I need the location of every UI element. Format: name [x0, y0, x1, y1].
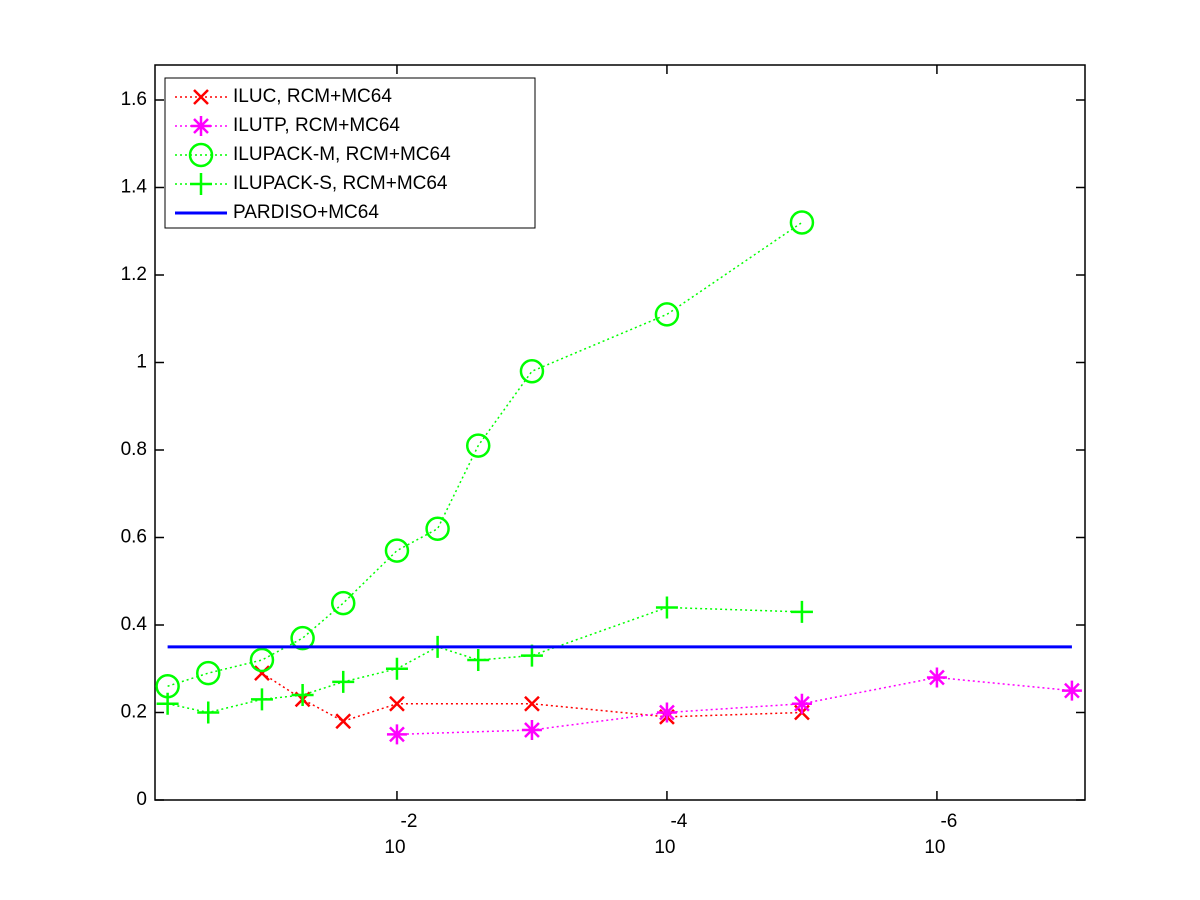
legend-label: PARDISO+MC64 — [233, 202, 379, 223]
y-tick-label: 0 — [136, 789, 147, 810]
marker — [656, 702, 677, 723]
marker — [655, 596, 678, 619]
y-tick-label: 0.2 — [121, 702, 147, 723]
x-tick-label: 10 — [924, 837, 945, 858]
marker — [193, 89, 209, 105]
marker — [191, 116, 211, 136]
marker — [790, 600, 813, 623]
marker — [249, 647, 275, 673]
marker — [1061, 680, 1082, 701]
marker — [197, 701, 220, 724]
marker — [791, 693, 812, 714]
marker — [519, 359, 545, 384]
y-tick-label: 1 — [136, 352, 147, 373]
y-tick-label: 0.4 — [121, 614, 148, 635]
marker — [188, 142, 214, 168]
marker — [190, 173, 212, 195]
marker — [654, 302, 680, 327]
marker — [521, 720, 542, 740]
marker — [291, 684, 314, 706]
marker — [250, 688, 273, 711]
y-tick-label: 1.6 — [121, 89, 147, 110]
marker — [332, 670, 355, 693]
marker — [195, 660, 221, 686]
y-tick-label: 1.4 — [121, 177, 148, 198]
marker — [254, 665, 270, 682]
marker — [524, 695, 540, 712]
marker — [385, 657, 408, 680]
marker — [156, 692, 179, 715]
legend-label: ILUTP, RCM+MC64 — [233, 115, 400, 136]
marker — [467, 649, 490, 671]
marker — [465, 433, 491, 458]
marker — [330, 590, 356, 616]
marker — [384, 538, 410, 563]
series-line — [396, 676, 1072, 736]
y-tick-label: 0.6 — [121, 527, 147, 548]
x-tick-exponent: -2 — [401, 811, 418, 832]
legend-label: ILUPACK-S, RCM+MC64 — [233, 173, 448, 194]
y-tick-label: 1.2 — [121, 264, 147, 285]
marker — [926, 667, 947, 688]
marker — [290, 625, 315, 651]
y-tick-label: 0.8 — [121, 439, 147, 460]
x-tick-exponent: -6 — [940, 811, 957, 832]
marker — [789, 210, 815, 235]
marker — [386, 724, 407, 745]
legend-label: ILUC, RCM+MC64 — [233, 86, 392, 107]
legend-label: ILUPACK-M, RCM+MC64 — [233, 144, 451, 165]
marker — [425, 516, 450, 541]
x-tick-label: 10 — [654, 837, 675, 858]
x-tick-exponent: -4 — [670, 811, 687, 832]
marker — [389, 695, 405, 712]
x-tick-label: 10 — [384, 837, 405, 858]
marker — [335, 713, 352, 730]
legend-box — [164, 77, 536, 229]
